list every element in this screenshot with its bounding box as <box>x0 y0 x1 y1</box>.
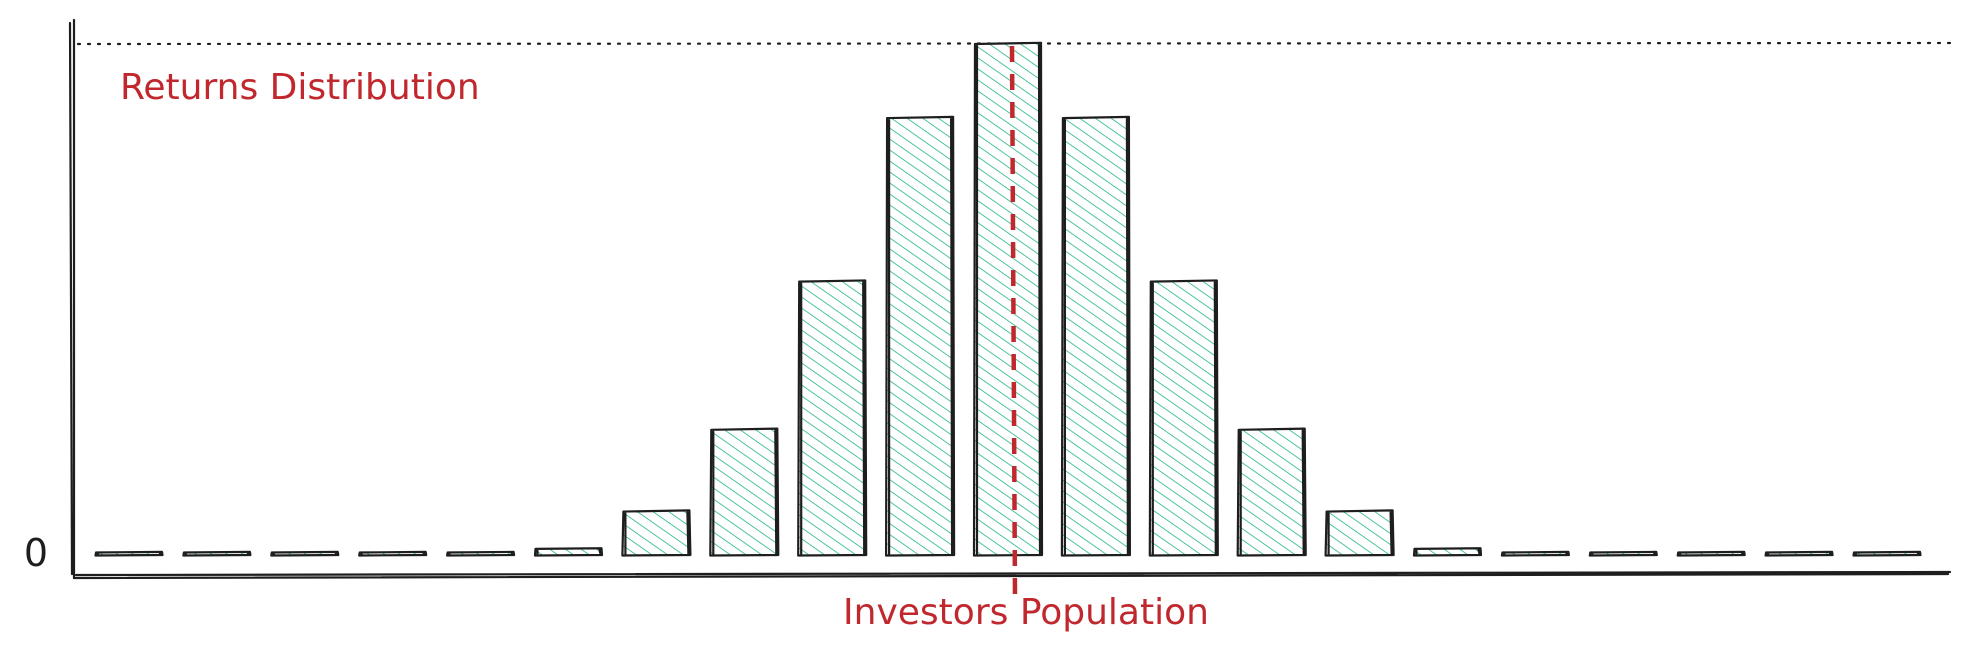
bar-outline-5 <box>446 550 516 557</box>
bar-6 <box>535 548 602 555</box>
bar-3 <box>271 552 338 555</box>
bar-1 <box>96 552 162 555</box>
bar-17 <box>1502 552 1569 555</box>
bar-7 <box>623 511 690 555</box>
bar-16 <box>1414 548 1481 555</box>
bar-outline-16 <box>1412 547 1483 557</box>
bar-outline-15 <box>1324 509 1395 557</box>
bar-outline-6 <box>533 547 604 557</box>
bar-2 <box>183 552 250 555</box>
bar-5 <box>447 552 514 555</box>
bar-outline-4 <box>358 550 428 557</box>
bar-20 <box>1766 552 1833 555</box>
bar-21 <box>1854 552 1920 555</box>
bar-outline-11 <box>972 41 1044 557</box>
bar-outline-17 <box>1500 550 1570 557</box>
bar-12 <box>1062 118 1129 555</box>
bar-15 <box>1326 511 1393 555</box>
x-axis <box>72 570 1952 580</box>
bar-outline-19 <box>1676 550 1746 557</box>
bar-8 <box>711 429 778 555</box>
bar-outline-14 <box>1236 427 1307 557</box>
bar-13 <box>1150 281 1217 555</box>
chart-title: Returns Distribution <box>120 67 480 108</box>
bar-outline-10 <box>885 115 956 557</box>
x-axis-label: Investors Population <box>843 592 1209 633</box>
bar-outline-1 <box>94 550 164 557</box>
bar-18 <box>1590 552 1657 555</box>
bar-10 <box>887 118 954 555</box>
bar-outline-21 <box>1852 550 1922 557</box>
mean-marker-line <box>1009 45 1018 599</box>
y-tick-label-0: 0 <box>24 531 48 575</box>
bar-outline-20 <box>1764 550 1834 557</box>
bar-4 <box>359 552 426 555</box>
bar-outline-3 <box>270 550 340 557</box>
bars-group <box>94 41 1922 557</box>
max-reference-line <box>76 41 1952 46</box>
bar-14 <box>1238 429 1305 555</box>
bar-outline-2 <box>182 550 252 557</box>
bar-9 <box>799 281 866 555</box>
bar-11 <box>975 44 1041 555</box>
bar-outline-9 <box>797 279 868 557</box>
bar-outline-8 <box>709 427 780 557</box>
y-axis <box>68 18 76 580</box>
bar-outline-7 <box>621 509 692 557</box>
bar-outline-13 <box>1148 279 1219 557</box>
bar-outline-12 <box>1060 115 1131 557</box>
bar-19 <box>1678 552 1745 555</box>
bar-outline-18 <box>1588 550 1658 557</box>
